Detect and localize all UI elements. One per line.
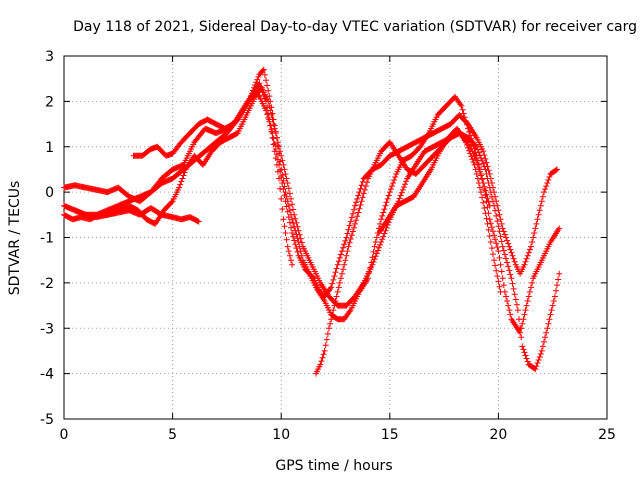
series-track-2 [61, 89, 560, 300]
x-axis-label: GPS time / hours [275, 458, 392, 474]
x-tick-label: 10 [272, 427, 290, 443]
y-tick-label: -3 [40, 321, 54, 337]
grid-lines [64, 56, 607, 419]
y-tick-label: 3 [45, 49, 54, 65]
axis-ticks: 0 5 10 15 20 25 -5 -4 -3 -2 -1 0 1 2 3 [40, 49, 616, 443]
series-track-7 [375, 125, 504, 295]
series-track-3 [130, 80, 296, 268]
point-markers [71, 205, 202, 225]
x-tick-label: 0 [60, 427, 69, 443]
x-tick-label: 5 [168, 427, 177, 443]
point-markers [61, 89, 560, 300]
y-tick-label: 1 [45, 140, 54, 156]
y-tick-label: 0 [45, 185, 54, 201]
y-tick-label: 2 [45, 94, 54, 110]
y-axis-label: SDTVAR / TECUs [7, 181, 23, 296]
plot-frame [63, 55, 608, 420]
series-track-5 [71, 205, 202, 225]
data-points [61, 66, 563, 377]
point-markers [313, 130, 493, 377]
x-tick-label: 20 [489, 427, 507, 443]
point-markers [61, 84, 563, 373]
y-tick-label: -2 [40, 276, 54, 292]
point-markers [375, 125, 504, 295]
x-tick-label: 15 [381, 427, 399, 443]
y-tick-label: -4 [40, 367, 54, 383]
y-tick-label: -1 [40, 231, 54, 247]
point-markers [130, 80, 296, 268]
x-tick-label: 25 [598, 427, 616, 443]
chart-title: Day 118 of 2021, Sidereal Day-to-day VTE… [73, 19, 637, 35]
series-track-4 [61, 84, 563, 373]
series-track-6 [313, 130, 493, 377]
y-tick-label: -5 [40, 412, 54, 428]
